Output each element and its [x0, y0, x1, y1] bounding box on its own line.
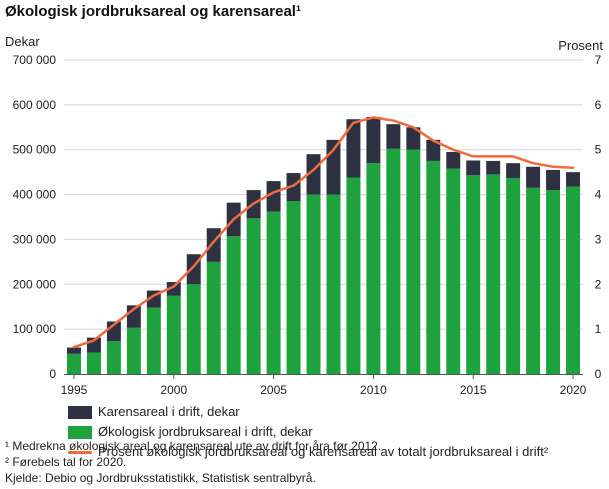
- y-left-tick-label: 300 000: [13, 232, 57, 246]
- x-tick-label: 2000: [160, 383, 187, 397]
- legend-label-prosent: Prosent økologisk jordbruksareal og kare…: [98, 444, 549, 459]
- bar-karens: [526, 166, 541, 188]
- x-tick-label: 2015: [460, 383, 487, 397]
- chart-title: Økologisk jordbruksareal og karensareal¹: [5, 3, 301, 20]
- y-left-tick-label: 700 000: [13, 53, 57, 67]
- legend-swatch-okologisk: [68, 425, 92, 439]
- bar-okologisk: [386, 148, 401, 374]
- y-right-tick-label: 3: [595, 232, 602, 246]
- bar-okologisk: [426, 160, 441, 374]
- bar-karens: [266, 181, 281, 212]
- legend-swatch-prosent: [68, 450, 92, 454]
- bar-okologisk: [306, 194, 321, 374]
- bar-okologisk: [286, 201, 301, 374]
- bar-karens: [546, 169, 561, 191]
- left-axis-unit: Dekar: [5, 34, 40, 49]
- legend-label-karens: Karensareal i drift, dekar: [98, 404, 240, 419]
- x-tick-label: 1995: [61, 383, 88, 397]
- bar-karens: [506, 163, 521, 178]
- bar-okologisk: [466, 175, 481, 374]
- footnote-2: ² Førebels tal for 2020.: [5, 455, 127, 469]
- legend-label-okologisk: Økologisk jordbruksareal i drift, dekar: [98, 424, 313, 439]
- x-tick-label: 2020: [560, 383, 587, 397]
- x-tick-label: 2005: [260, 383, 287, 397]
- legend-item-prosent: Prosent økologisk jordbruksareal og kare…: [68, 442, 548, 462]
- y-left-tick-label: 400 000: [13, 188, 57, 202]
- bar-okologisk: [366, 163, 381, 374]
- bar-karens: [166, 282, 181, 296]
- bar-okologisk: [86, 352, 101, 374]
- footnote-1: ¹ Medrekna økologisk areal og karensarea…: [5, 439, 382, 453]
- bar-karens: [486, 160, 501, 175]
- y-left-tick-label: 600 000: [13, 98, 57, 112]
- bar-karens: [206, 228, 221, 262]
- chart-area: 0 100 000 200 000 300 000 400 000 500 000 600 …: [13, 53, 602, 397]
- bar-okologisk: [246, 218, 261, 374]
- bar-karens: [446, 151, 461, 169]
- bar-okologisk: [266, 211, 281, 374]
- right-axis-unit: Prosent: [558, 38, 603, 53]
- legend-item-karens: Karensareal i drift, dekar: [68, 402, 548, 422]
- bar-karens: [466, 160, 481, 176]
- y-right-tick-label: 5: [595, 143, 602, 157]
- bar-karens: [386, 124, 401, 149]
- bar-karens: [406, 127, 421, 150]
- y-right-tick-label: 7: [595, 53, 602, 67]
- bar-okologisk: [66, 353, 81, 374]
- bar-karens: [566, 172, 581, 187]
- bar-okologisk: [326, 194, 341, 374]
- bar-okologisk: [206, 261, 221, 374]
- y-left-tick-label: 200 000: [13, 277, 57, 291]
- bar-okologisk: [526, 187, 541, 374]
- line-prosent: [72, 116, 575, 349]
- y-left-tick-label: 100 000: [13, 322, 57, 336]
- bar-karens: [366, 116, 381, 164]
- source-note: Kjelde: Debio og Jordbruksstatistikk, St…: [5, 471, 316, 485]
- bar-okologisk: [446, 168, 461, 374]
- x-tick-label: 2010: [360, 383, 387, 397]
- bar-okologisk: [126, 327, 141, 374]
- bar-okologisk: [406, 149, 421, 374]
- y-left-tick-label: 0: [49, 367, 56, 381]
- bar-karens: [286, 173, 301, 202]
- bar-karens: [426, 139, 441, 161]
- bar-okologisk: [106, 341, 121, 374]
- y-right-tick-label: 1: [595, 322, 602, 336]
- legend: Karensareal i drift, dekar Økologisk jor…: [68, 402, 548, 462]
- bar-okologisk: [486, 174, 501, 374]
- y-right-tick-label: 4: [595, 188, 602, 202]
- bar-okologisk: [146, 307, 161, 374]
- legend-item-okologisk: Økologisk jordbruksareal i drift, dekar: [68, 422, 548, 442]
- legend-swatch-karens: [68, 405, 92, 419]
- bar-okologisk: [506, 177, 521, 374]
- bar-okologisk: [546, 190, 561, 374]
- y-right-tick-label: 6: [595, 98, 602, 112]
- bar-okologisk: [566, 186, 581, 374]
- bar-okologisk: [186, 284, 201, 374]
- y-right-tick-label: 0: [595, 367, 602, 381]
- bar-karens: [66, 347, 81, 354]
- y-right-tick-label: 2: [595, 277, 602, 291]
- bar-karens: [306, 154, 321, 195]
- bar-okologisk: [226, 236, 241, 374]
- bar-okologisk: [346, 177, 361, 374]
- footnotes: ¹ Medrekna økologisk areal og karensarea…: [5, 438, 381, 486]
- bar-okologisk: [166, 295, 181, 374]
- bar-karens: [346, 119, 361, 178]
- y-left-tick-label: 500 000: [13, 143, 57, 157]
